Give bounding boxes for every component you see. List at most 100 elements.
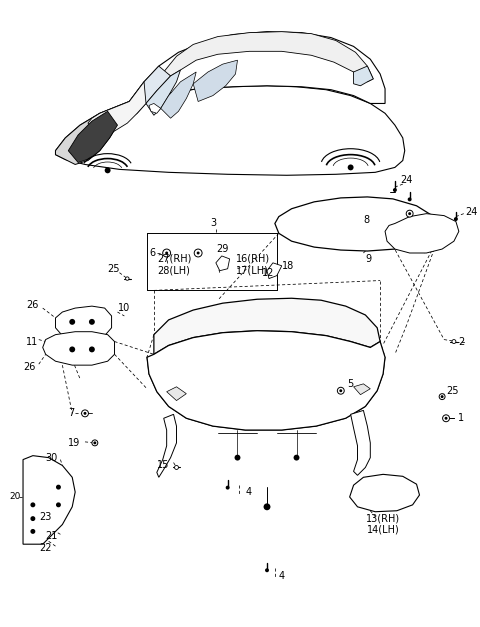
Text: 6: 6 <box>149 248 155 258</box>
Circle shape <box>94 441 96 445</box>
Polygon shape <box>56 306 111 340</box>
Text: 14(LH): 14(LH) <box>367 524 399 534</box>
Text: 5: 5 <box>348 379 354 389</box>
Text: 26: 26 <box>23 362 36 372</box>
Polygon shape <box>147 330 385 430</box>
Text: 28(LH): 28(LH) <box>157 266 190 276</box>
Text: 26: 26 <box>26 300 38 310</box>
Circle shape <box>82 410 88 417</box>
Circle shape <box>194 249 202 257</box>
Circle shape <box>69 319 75 325</box>
Polygon shape <box>354 384 370 394</box>
Text: 19: 19 <box>68 438 81 448</box>
Polygon shape <box>349 475 420 512</box>
Polygon shape <box>56 86 405 176</box>
Polygon shape <box>154 298 380 354</box>
Polygon shape <box>68 112 118 162</box>
Text: 25: 25 <box>108 264 120 274</box>
Circle shape <box>348 164 354 171</box>
Text: 13(RH): 13(RH) <box>366 514 400 524</box>
Polygon shape <box>157 337 375 414</box>
Text: 29: 29 <box>216 244 228 254</box>
Circle shape <box>408 198 412 201</box>
Polygon shape <box>149 103 161 113</box>
Circle shape <box>30 502 36 507</box>
Text: 10: 10 <box>118 303 130 313</box>
Circle shape <box>105 167 110 173</box>
Circle shape <box>84 412 86 415</box>
Text: 30: 30 <box>46 453 58 463</box>
Polygon shape <box>23 456 75 544</box>
Text: 4: 4 <box>279 571 285 581</box>
Polygon shape <box>354 66 373 86</box>
Text: 24: 24 <box>400 175 412 185</box>
Text: 20: 20 <box>9 492 21 502</box>
Polygon shape <box>129 31 385 103</box>
Polygon shape <box>56 102 129 164</box>
Polygon shape <box>167 387 186 401</box>
Circle shape <box>126 277 129 280</box>
Polygon shape <box>267 263 282 278</box>
Text: 23: 23 <box>39 512 51 522</box>
Circle shape <box>443 415 449 422</box>
Text: 12: 12 <box>262 268 275 278</box>
Circle shape <box>265 568 269 572</box>
Circle shape <box>89 319 95 325</box>
Polygon shape <box>124 66 170 119</box>
Circle shape <box>56 485 61 490</box>
Text: 8: 8 <box>363 214 370 224</box>
Circle shape <box>264 503 270 510</box>
Polygon shape <box>147 357 385 430</box>
Circle shape <box>226 486 229 490</box>
Text: 22: 22 <box>39 543 51 553</box>
Text: 9: 9 <box>365 254 372 264</box>
Circle shape <box>406 210 413 217</box>
Text: 11: 11 <box>26 337 38 347</box>
Circle shape <box>294 455 300 461</box>
Polygon shape <box>43 332 115 365</box>
Text: 16(RH): 16(RH) <box>236 254 270 264</box>
Text: 25: 25 <box>446 386 458 396</box>
Circle shape <box>30 516 36 521</box>
Text: 7: 7 <box>68 408 74 418</box>
Circle shape <box>444 417 447 419</box>
Circle shape <box>92 440 98 446</box>
Text: 4: 4 <box>245 487 252 497</box>
Text: 2: 2 <box>458 337 464 347</box>
Text: 1: 1 <box>458 413 464 423</box>
Circle shape <box>163 249 170 257</box>
Circle shape <box>339 389 342 393</box>
Polygon shape <box>164 31 373 82</box>
Circle shape <box>408 212 411 215</box>
Text: 18: 18 <box>282 261 294 271</box>
Text: 21: 21 <box>46 531 58 541</box>
Polygon shape <box>385 214 459 253</box>
Circle shape <box>69 347 75 352</box>
Circle shape <box>439 394 445 399</box>
Circle shape <box>89 347 95 352</box>
Text: 15: 15 <box>157 460 169 470</box>
Circle shape <box>30 529 36 534</box>
Polygon shape <box>161 72 196 119</box>
Circle shape <box>235 455 240 461</box>
Polygon shape <box>88 82 146 135</box>
Circle shape <box>56 502 61 507</box>
Circle shape <box>441 395 444 398</box>
Polygon shape <box>193 60 238 102</box>
Text: 17(LH): 17(LH) <box>236 266 268 276</box>
Polygon shape <box>275 197 439 251</box>
Circle shape <box>452 340 456 344</box>
Text: 27(RH): 27(RH) <box>157 254 191 264</box>
Circle shape <box>337 387 344 394</box>
Text: 24: 24 <box>466 207 478 217</box>
Polygon shape <box>350 411 370 475</box>
Circle shape <box>454 217 458 221</box>
Circle shape <box>197 251 200 255</box>
Circle shape <box>165 251 168 255</box>
Text: 3: 3 <box>210 218 216 228</box>
Polygon shape <box>157 414 177 477</box>
Circle shape <box>175 465 179 470</box>
Polygon shape <box>216 256 229 271</box>
Polygon shape <box>146 70 180 115</box>
Circle shape <box>393 188 397 192</box>
